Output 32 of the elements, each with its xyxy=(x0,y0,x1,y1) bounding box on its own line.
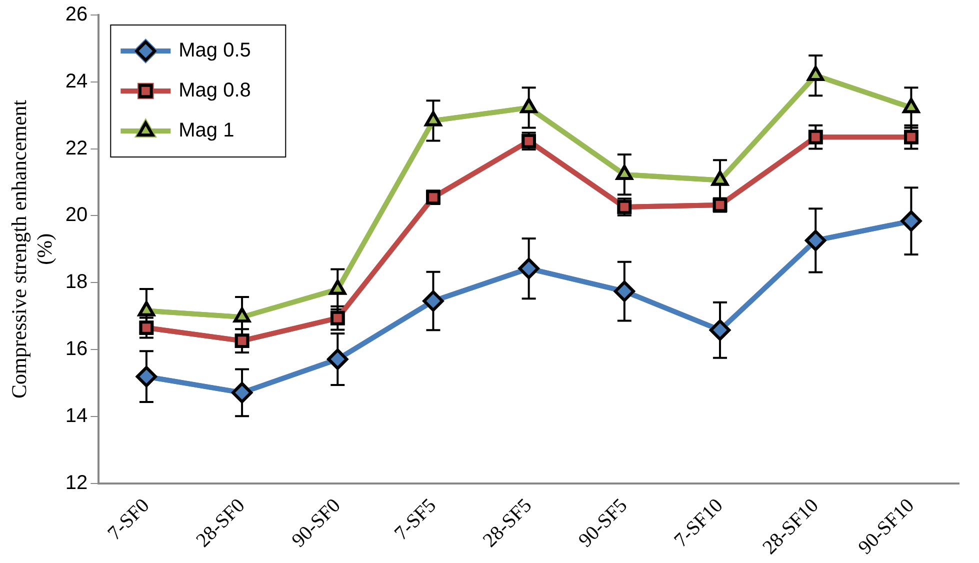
legend-label: Mag 0.8 xyxy=(178,80,251,102)
point xyxy=(232,382,253,404)
point xyxy=(808,130,823,144)
point xyxy=(518,258,540,280)
y-tick-label: 26 xyxy=(65,4,88,26)
y-tick-label: 24 xyxy=(65,70,88,92)
point xyxy=(807,66,824,82)
y-tick-label: 18 xyxy=(65,271,88,294)
point xyxy=(136,366,157,388)
point xyxy=(424,111,442,126)
y-axis-title: Compressive strength enhancement (%) xyxy=(7,100,56,398)
y-tick-label: 12 xyxy=(65,472,88,494)
point xyxy=(330,310,345,326)
point xyxy=(710,320,731,341)
point xyxy=(139,320,154,335)
point xyxy=(712,170,728,186)
point xyxy=(520,98,538,114)
y-tick-label: 14 xyxy=(65,404,88,427)
point xyxy=(614,280,635,302)
y-tick-label: 22 xyxy=(65,137,88,160)
point xyxy=(904,130,918,144)
point xyxy=(900,210,922,232)
legend-label: Mag 1 xyxy=(178,120,234,142)
y-tick-label: 16 xyxy=(65,338,88,360)
point xyxy=(616,165,633,180)
point xyxy=(234,334,250,348)
point xyxy=(902,98,920,114)
y-tick-label: 20 xyxy=(65,204,88,226)
point xyxy=(327,348,348,370)
point xyxy=(805,230,826,251)
legend-label: Mag 0.5 xyxy=(178,40,251,62)
point xyxy=(422,290,444,312)
